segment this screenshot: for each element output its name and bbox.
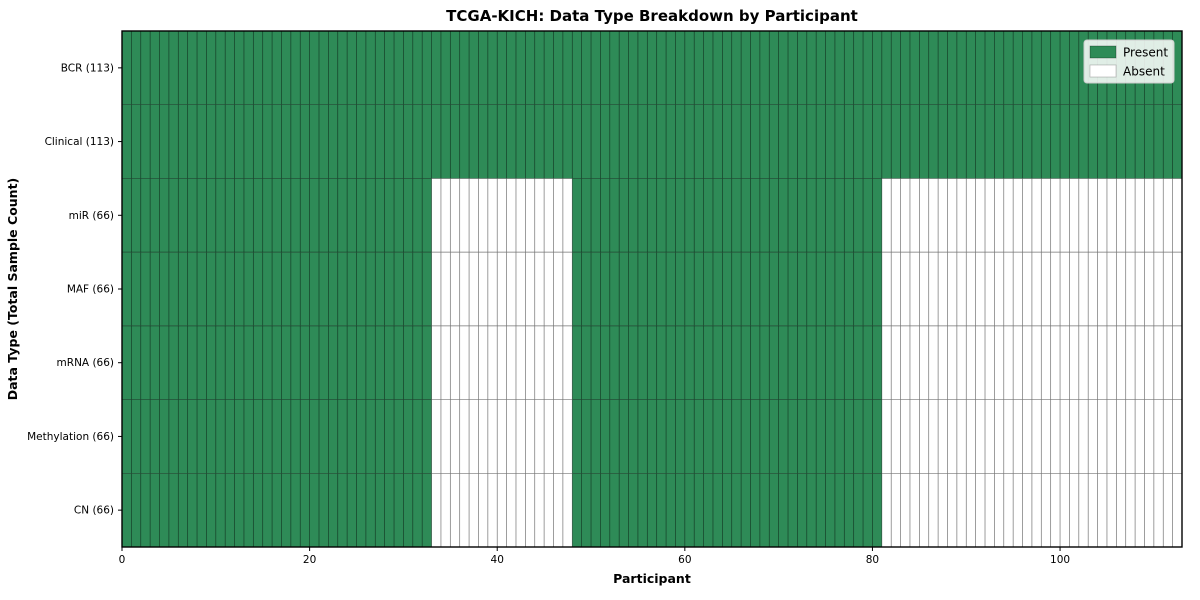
present-segment — [122, 104, 1182, 179]
grid-lines — [122, 31, 1182, 547]
present-segment — [572, 178, 882, 253]
present-segment — [572, 252, 882, 326]
present-segment — [122, 252, 432, 326]
x-tick-label: 0 — [119, 554, 126, 566]
y-tick-label: CN (66) — [74, 505, 114, 517]
legend: Present Absent — [1083, 39, 1175, 84]
x-axis: 0 20 40 60 80 100 — [119, 547, 1070, 566]
present-segment — [572, 473, 882, 547]
heatmap-cells — [122, 31, 1182, 547]
x-axis-label: Participant — [613, 571, 691, 586]
plot-border — [121, 30, 1183, 548]
present-segment — [572, 399, 882, 474]
x-tick-label: 100 — [1050, 554, 1070, 566]
y-tick-label: Clinical (113) — [45, 136, 114, 148]
legend-label-absent: Absent — [1123, 65, 1165, 79]
present-segment — [122, 31, 1182, 105]
chart-title: TCGA-KICH: Data Type Breakdown by Partic… — [446, 7, 858, 25]
legend-swatch-absent — [1089, 64, 1117, 78]
x-tick-label: 20 — [303, 554, 316, 566]
y-axis: BCR (113) Clinical (113) miR (66) MAF (66) m… — [27, 62, 122, 517]
legend-swatch-present — [1089, 45, 1117, 59]
y-tick-label: Methylation (66) — [27, 431, 114, 443]
y-axis-label: Data Type (Total Sample Count) — [5, 178, 20, 401]
x-tick-label: 60 — [678, 554, 691, 566]
x-tick-label: 80 — [866, 554, 879, 566]
y-tick-label: miR (66) — [69, 210, 114, 222]
present-segment — [572, 325, 882, 400]
x-tick-label: 40 — [491, 554, 504, 566]
cell-grid — [122, 31, 1182, 547]
y-tick-label: MAF (66) — [67, 284, 114, 296]
present-segment — [122, 325, 432, 400]
y-tick-label: mRNA (66) — [57, 357, 114, 369]
y-tick-label: BCR (113) — [61, 62, 114, 74]
present-segment — [122, 178, 432, 253]
legend-label-present: Present — [1123, 46, 1168, 60]
present-segment — [122, 399, 432, 474]
present-segment — [122, 473, 432, 547]
